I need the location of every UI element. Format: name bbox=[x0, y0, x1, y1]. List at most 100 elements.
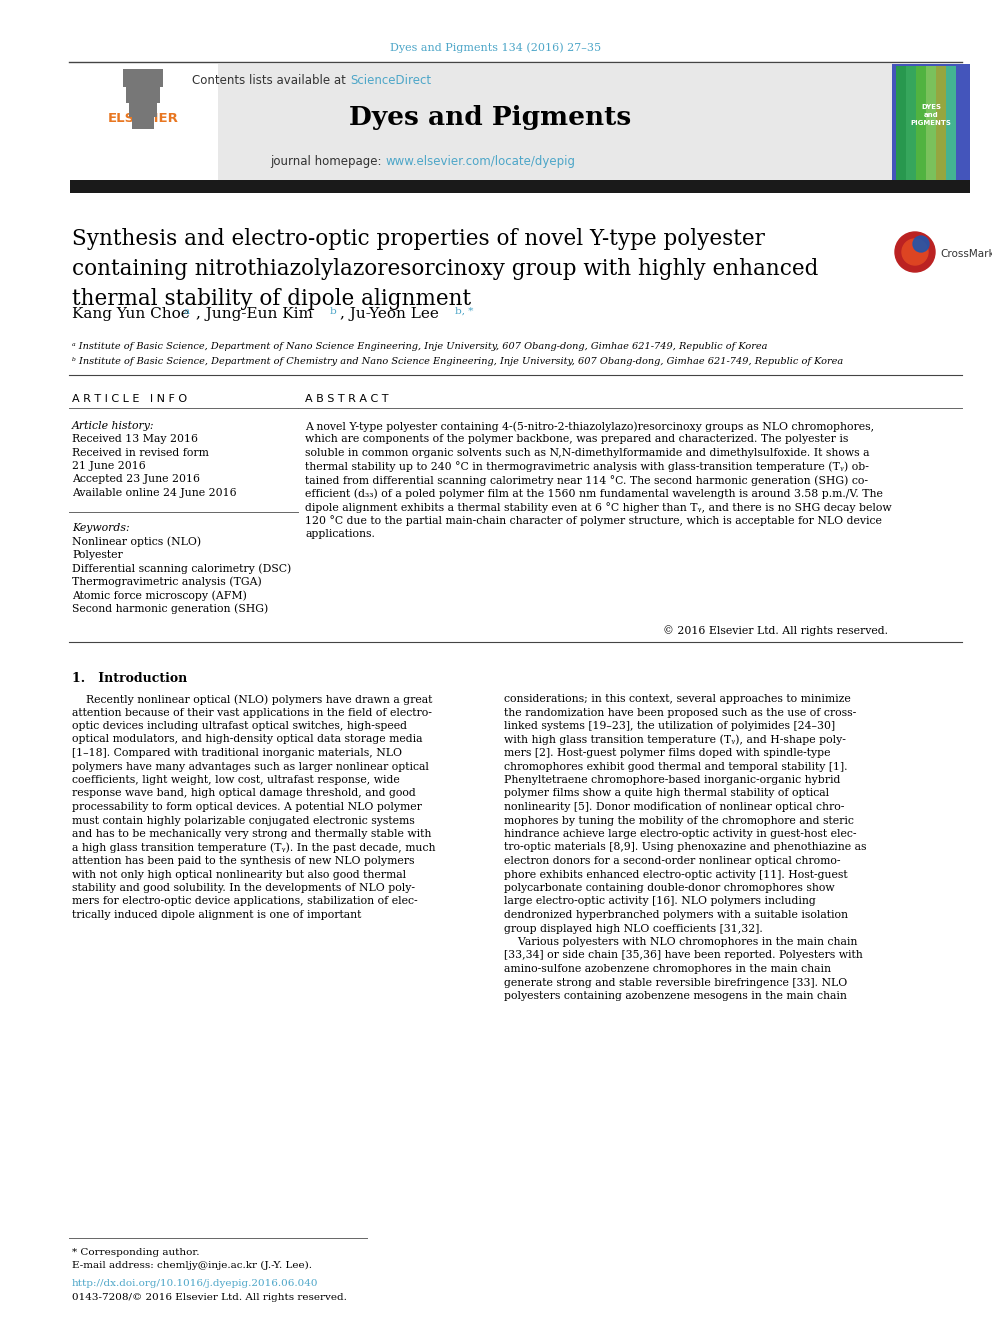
Text: processability to form optical devices. A potential NLO polymer: processability to form optical devices. … bbox=[72, 802, 422, 812]
Text: applications.: applications. bbox=[305, 529, 375, 538]
Text: [1–18]. Compared with traditional inorganic materials, NLO: [1–18]. Compared with traditional inorga… bbox=[72, 747, 402, 758]
FancyBboxPatch shape bbox=[896, 66, 906, 180]
Text: coefficients, light weight, low cost, ultrafast response, wide: coefficients, light weight, low cost, ul… bbox=[72, 775, 400, 785]
Text: phore exhibits enhanced electro-optic activity [11]. Host-guest: phore exhibits enhanced electro-optic ac… bbox=[504, 869, 847, 880]
Text: stability and good solubility. In the developments of NLO poly-: stability and good solubility. In the de… bbox=[72, 882, 415, 893]
FancyBboxPatch shape bbox=[70, 64, 892, 183]
Circle shape bbox=[895, 232, 935, 273]
Text: mers [2]. Host-guest polymer films doped with spindle-type: mers [2]. Host-guest polymer films doped… bbox=[504, 747, 830, 758]
Text: efficient (d₃₃) of a poled polymer film at the 1560 nm fundamental wavelength is: efficient (d₃₃) of a poled polymer film … bbox=[305, 488, 883, 499]
Text: a high glass transition temperature (Tᵧ). In the past decade, much: a high glass transition temperature (Tᵧ)… bbox=[72, 843, 435, 853]
Text: Phenyltetraene chromophore-based inorganic-organic hybrid: Phenyltetraene chromophore-based inorgan… bbox=[504, 775, 840, 785]
Text: response wave band, high optical damage threshold, and good: response wave band, high optical damage … bbox=[72, 789, 416, 799]
Text: optic devices including ultrafast optical switches, high-speed: optic devices including ultrafast optica… bbox=[72, 721, 407, 732]
Text: Second harmonic generation (SHG): Second harmonic generation (SHG) bbox=[72, 603, 268, 614]
Text: tro-optic materials [8,9]. Using phenoxazine and phenothiazine as: tro-optic materials [8,9]. Using phenoxa… bbox=[504, 843, 866, 852]
Text: dendronized hyperbranched polymers with a suitable isolation: dendronized hyperbranched polymers with … bbox=[504, 910, 848, 919]
Text: nonlinearity [5]. Donor modification of nonlinear optical chro-: nonlinearity [5]. Donor modification of … bbox=[504, 802, 844, 812]
Text: generate strong and stable reversible birefringence [33]. NLO: generate strong and stable reversible bi… bbox=[504, 978, 847, 987]
Text: A novel Y-type polyester containing 4-(5-nitro-2-thiazolylazo)resorcinoxy groups: A novel Y-type polyester containing 4-(5… bbox=[305, 421, 874, 431]
Text: polyesters containing azobenzene mesogens in the main chain: polyesters containing azobenzene mesogen… bbox=[504, 991, 847, 1002]
Text: A R T I C L E   I N F O: A R T I C L E I N F O bbox=[72, 394, 187, 404]
Text: b: b bbox=[330, 307, 336, 316]
Text: Polyester: Polyester bbox=[72, 549, 123, 560]
Text: Available online 24 June 2016: Available online 24 June 2016 bbox=[72, 488, 237, 497]
FancyBboxPatch shape bbox=[946, 66, 956, 180]
Text: Received 13 May 2016: Received 13 May 2016 bbox=[72, 434, 198, 445]
Text: Atomic force microscopy (AFM): Atomic force microscopy (AFM) bbox=[72, 590, 247, 601]
Text: hindrance achieve large electro-optic activity in guest-host elec-: hindrance achieve large electro-optic ac… bbox=[504, 830, 856, 839]
Text: ScienceDirect: ScienceDirect bbox=[350, 74, 432, 86]
Text: Nonlinear optics (NLO): Nonlinear optics (NLO) bbox=[72, 536, 201, 546]
Text: ELSEVIER: ELSEVIER bbox=[107, 111, 179, 124]
FancyBboxPatch shape bbox=[70, 180, 970, 193]
Text: thermal stability of dipole alignment: thermal stability of dipole alignment bbox=[72, 288, 471, 310]
FancyBboxPatch shape bbox=[123, 69, 163, 87]
FancyBboxPatch shape bbox=[926, 66, 936, 180]
FancyBboxPatch shape bbox=[906, 66, 916, 180]
Text: Thermogravimetric analysis (TGA): Thermogravimetric analysis (TGA) bbox=[72, 577, 262, 587]
Text: a: a bbox=[184, 307, 190, 316]
Text: journal homepage:: journal homepage: bbox=[270, 156, 385, 168]
Text: http://dx.doi.org/10.1016/j.dyepig.2016.06.040: http://dx.doi.org/10.1016/j.dyepig.2016.… bbox=[72, 1279, 318, 1289]
Text: and has to be mechanically very strong and thermally stable with: and has to be mechanically very strong a… bbox=[72, 830, 432, 839]
Text: Received in revised form: Received in revised form bbox=[72, 447, 209, 458]
Text: Contents lists available at: Contents lists available at bbox=[192, 74, 350, 86]
Text: E-mail address: chemljy@inje.ac.kr (J.-Y. Lee).: E-mail address: chemljy@inje.ac.kr (J.-Y… bbox=[72, 1261, 312, 1270]
FancyBboxPatch shape bbox=[126, 87, 160, 103]
Text: CrossMark: CrossMark bbox=[940, 249, 992, 259]
Text: Dyes and Pigments: Dyes and Pigments bbox=[349, 106, 631, 131]
Text: tained from differential scanning calorimetry near 114 °C. The second harmonic g: tained from differential scanning calori… bbox=[305, 475, 868, 486]
FancyBboxPatch shape bbox=[138, 87, 148, 105]
Text: group displayed high NLO coefficients [31,32].: group displayed high NLO coefficients [3… bbox=[504, 923, 763, 934]
Text: Kang Yun Choe: Kang Yun Choe bbox=[72, 307, 194, 321]
Text: b, *: b, * bbox=[455, 307, 473, 316]
Text: amino-sulfone azobenzene chromophores in the main chain: amino-sulfone azobenzene chromophores in… bbox=[504, 964, 831, 974]
FancyBboxPatch shape bbox=[132, 116, 154, 130]
Text: linked systems [19–23], the utilization of polyimides [24–30]: linked systems [19–23], the utilization … bbox=[504, 721, 835, 732]
Text: polycarbonate containing double-donor chromophores show: polycarbonate containing double-donor ch… bbox=[504, 882, 834, 893]
FancyBboxPatch shape bbox=[129, 103, 157, 116]
Circle shape bbox=[913, 235, 929, 251]
Text: 21 June 2016: 21 June 2016 bbox=[72, 460, 146, 471]
Text: containing nitrothiazolylazoresorcinoxy group with highly enhanced: containing nitrothiazolylazoresorcinoxy … bbox=[72, 258, 818, 280]
Text: [33,34] or side chain [35,36] have been reported. Polyesters with: [33,34] or side chain [35,36] have been … bbox=[504, 950, 863, 960]
Text: polymers have many advantages such as larger nonlinear optical: polymers have many advantages such as la… bbox=[72, 762, 429, 771]
Text: , Ju-Yeon Lee: , Ju-Yeon Lee bbox=[340, 307, 443, 321]
Text: DYES
and
PIGMENTS: DYES and PIGMENTS bbox=[911, 105, 951, 126]
Text: Various polyesters with NLO chromophores in the main chain: Various polyesters with NLO chromophores… bbox=[504, 937, 857, 947]
Text: soluble in common organic solvents such as N,N-dimethylformamide and dimethylsul: soluble in common organic solvents such … bbox=[305, 448, 870, 458]
Text: , Jung-Eun Kim: , Jung-Eun Kim bbox=[196, 307, 317, 321]
Text: dipole alignment exhibits a thermal stability even at 6 °C higher than Tᵧ, and t: dipole alignment exhibits a thermal stab… bbox=[305, 501, 892, 513]
Text: attention because of their vast applications in the field of electro-: attention because of their vast applicat… bbox=[72, 708, 432, 717]
Text: polymer films show a quite high thermal stability of optical: polymer films show a quite high thermal … bbox=[504, 789, 829, 799]
Text: www.elsevier.com/locate/dyepig: www.elsevier.com/locate/dyepig bbox=[385, 156, 575, 168]
Text: Article history:: Article history: bbox=[72, 421, 155, 431]
Text: 0143-7208/© 2016 Elsevier Ltd. All rights reserved.: 0143-7208/© 2016 Elsevier Ltd. All right… bbox=[72, 1293, 347, 1302]
Text: with high glass transition temperature (Tᵧ), and H-shape poly-: with high glass transition temperature (… bbox=[504, 734, 846, 745]
Text: ᵇ Institute of Basic Science, Department of Chemistry and Nano Science Engineeri: ᵇ Institute of Basic Science, Department… bbox=[72, 357, 843, 366]
Text: Dyes and Pigments 134 (2016) 27–35: Dyes and Pigments 134 (2016) 27–35 bbox=[391, 42, 601, 53]
Text: Accepted 23 June 2016: Accepted 23 June 2016 bbox=[72, 475, 200, 484]
Text: optical modulators, and high-density optical data storage media: optical modulators, and high-density opt… bbox=[72, 734, 423, 745]
Text: Keywords:: Keywords: bbox=[72, 523, 130, 533]
Text: A B S T R A C T: A B S T R A C T bbox=[305, 394, 389, 404]
FancyBboxPatch shape bbox=[892, 64, 970, 183]
Text: which are components of the polymer backbone, was prepared and characterized. Th: which are components of the polymer back… bbox=[305, 434, 848, 445]
Text: © 2016 Elsevier Ltd. All rights reserved.: © 2016 Elsevier Ltd. All rights reserved… bbox=[663, 624, 888, 636]
Text: considerations; in this context, several approaches to minimize: considerations; in this context, several… bbox=[504, 695, 851, 704]
Text: large electro-optic activity [16]. NLO polymers including: large electro-optic activity [16]. NLO p… bbox=[504, 897, 815, 906]
FancyBboxPatch shape bbox=[936, 66, 946, 180]
Text: * Corresponding author.: * Corresponding author. bbox=[72, 1248, 199, 1257]
FancyBboxPatch shape bbox=[70, 64, 218, 183]
Text: 120 °C due to the partial main-chain character of polymer structure, which is ac: 120 °C due to the partial main-chain cha… bbox=[305, 516, 882, 527]
Text: Synthesis and electro-optic properties of novel Y-type polyester: Synthesis and electro-optic properties o… bbox=[72, 228, 765, 250]
Text: mers for electro-optic device applications, stabilization of elec-: mers for electro-optic device applicatio… bbox=[72, 897, 418, 906]
Text: chromophores exhibit good thermal and temporal stability [1].: chromophores exhibit good thermal and te… bbox=[504, 762, 847, 771]
Text: attention has been paid to the synthesis of new NLO polymers: attention has been paid to the synthesis… bbox=[72, 856, 415, 867]
Text: mophores by tuning the mobility of the chromophore and steric: mophores by tuning the mobility of the c… bbox=[504, 815, 854, 826]
Circle shape bbox=[902, 239, 928, 265]
Text: electron donors for a second-order nonlinear optical chromo-: electron donors for a second-order nonli… bbox=[504, 856, 840, 867]
Text: trically induced dipole alignment is one of important: trically induced dipole alignment is one… bbox=[72, 910, 361, 919]
Text: 1.   Introduction: 1. Introduction bbox=[72, 672, 187, 685]
